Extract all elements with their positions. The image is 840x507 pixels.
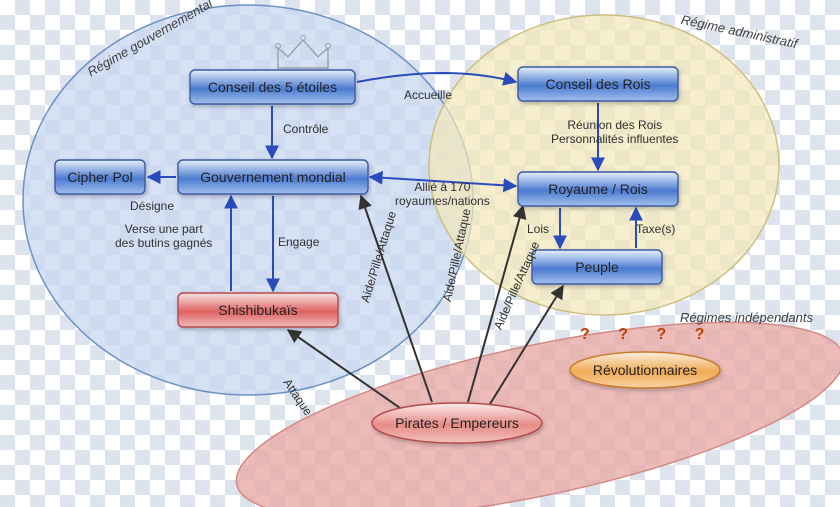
node-label-pirates: Pirates / Empereurs (372, 403, 542, 443)
edge-label-conseil5-conseilR: Accueille (404, 88, 452, 102)
question-marks: ? ? ? ? (580, 326, 716, 344)
edge-label-peuple-royaume: Taxe(s) (636, 222, 675, 236)
edge-label-royaume-peuple: Lois (527, 222, 549, 236)
edge-label-gouv-royaume: Allié à 170royaumes/nations (395, 180, 490, 209)
node-label-conseilR: Conseil des Rois (518, 67, 678, 101)
node-label-conseil5: Conseil des 5 étoiles (190, 70, 355, 104)
node-label-cipher: Cipher Pol (55, 160, 145, 194)
edge-label-shishi-gouv: Verse une partdes butins gagnés (115, 222, 212, 251)
region-label-indep: Régimes indépendants (680, 310, 813, 325)
edge-label-gouv-shishi: Engage (278, 235, 319, 249)
node-label-shishi: Shishibukaïs (178, 293, 338, 327)
node-label-revol: Révolutionnaires (570, 352, 720, 388)
edge-label-gouv-cipher: Désigne (130, 199, 174, 213)
edge-label-conseil5-gouv: Contrôle (283, 122, 328, 136)
node-label-royaume: Royaume / Rois (518, 172, 678, 206)
node-label-peuple: Peuple (532, 250, 662, 284)
edge-label-conseilR-royaume: Réunion des RoisPersonnalités influentes (551, 118, 678, 147)
node-label-gouv: Gouvernement mondial (178, 160, 368, 194)
